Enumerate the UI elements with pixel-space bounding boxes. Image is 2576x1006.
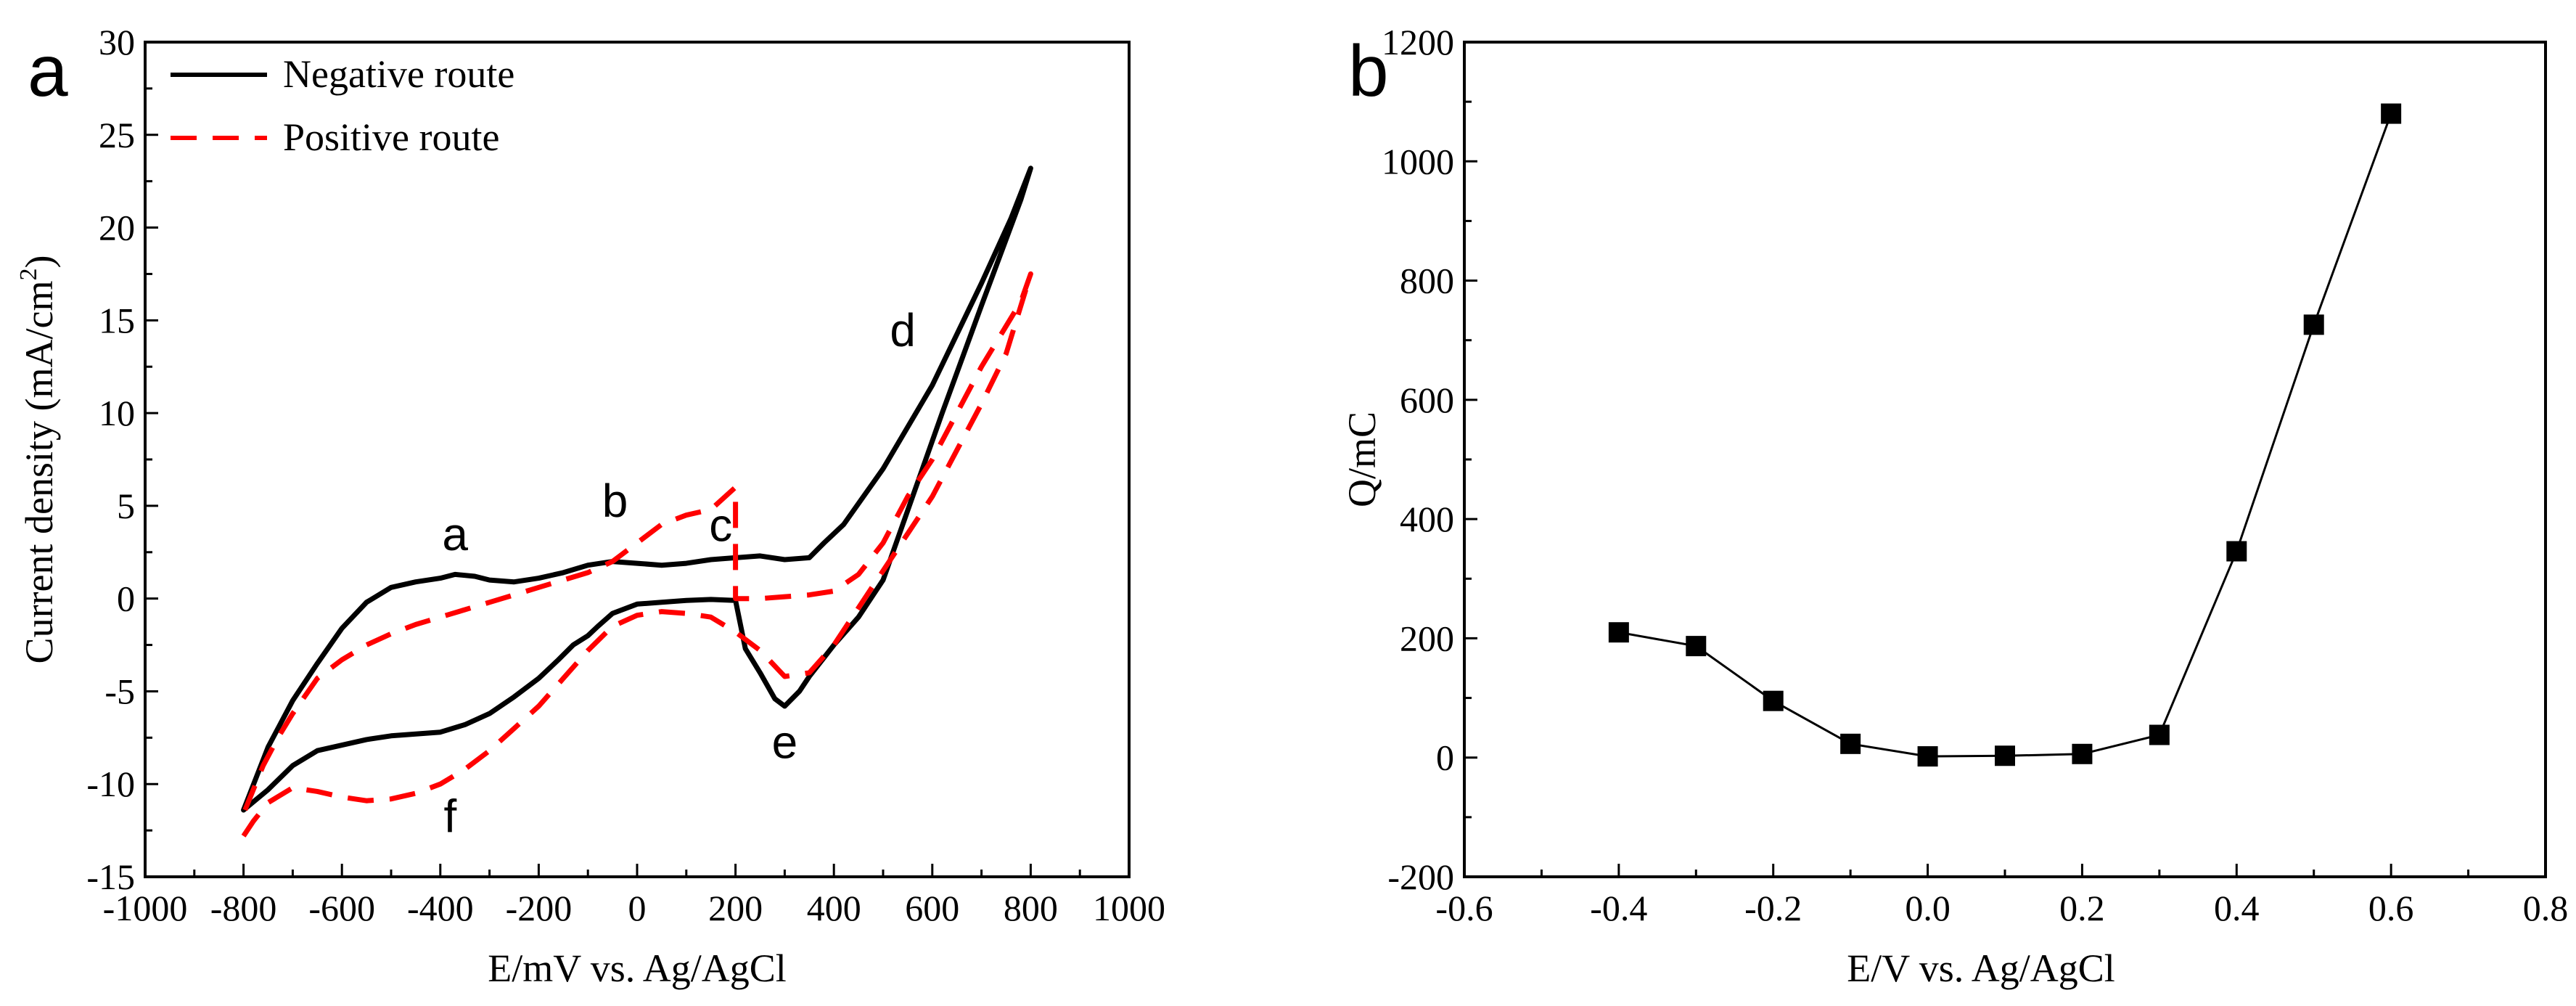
panel-b-letter: b <box>1348 30 1389 112</box>
data-point-marker <box>2303 314 2324 335</box>
data-point-marker <box>2149 724 2170 745</box>
panel-a-ticks: -1000 -800 -600 -400 -200 0 200 400 600 800 1000-1… <box>86 22 1165 928</box>
y-tick-label: 400 <box>1400 499 1454 539</box>
data-point-marker <box>1763 690 1784 711</box>
y-tick-label: 15 <box>99 300 135 340</box>
x-tick-label: 0.0 <box>1905 888 1951 928</box>
y-tick-label: 600 <box>1400 380 1454 420</box>
y-tick-label: 200 <box>1400 618 1454 658</box>
panel-a-legend: Negative route Positive route <box>171 52 514 159</box>
x-tick-label: 0.6 <box>2368 888 2414 928</box>
panel-b-y-axis-title: Q/mC <box>1340 412 1384 507</box>
x-tick-label: 0.2 <box>2059 888 2105 928</box>
panel-b-x-axis-title: E/V vs. Ag/AgCl <box>1847 946 2115 990</box>
panel-b-chart: -0.6 -0.4 -0.2 0.0 0.2 0.4 0.6 0.8 -200 0 200 400 60… <box>1340 22 2568 990</box>
y-tick-label: 30 <box>99 22 135 62</box>
y-tick-label: 0 <box>117 578 135 619</box>
panel-a-letter: a <box>28 30 68 112</box>
data-point-marker <box>2226 541 2247 562</box>
x-tick-label: -0.2 <box>1744 888 1802 928</box>
data-point-marker <box>2072 743 2093 764</box>
y-tick-label: -10 <box>86 764 135 804</box>
panel-a-y-axis-title: Current density (mA/cm2) <box>15 255 61 664</box>
y-tick-label: 0 <box>1436 737 1454 778</box>
legend-label-positive-route: Positive route <box>283 115 499 159</box>
x-tick-label: -1000 <box>103 888 188 928</box>
y-tick-label: -5 <box>104 671 135 711</box>
curve-label-a: a <box>442 508 468 560</box>
curve-label-b: b <box>602 475 628 527</box>
series-line-negative-route <box>241 165 1033 813</box>
series-line-positive-route <box>241 271 1033 838</box>
x-tick-label: 0.4 <box>2214 888 2260 928</box>
data-point-marker <box>1840 733 1861 754</box>
data-point-marker <box>1686 636 1707 657</box>
x-tick-label: -0.4 <box>1590 888 1647 928</box>
y-tick-label: 20 <box>99 208 135 248</box>
y-tick-label: 1000 <box>1382 141 1454 181</box>
data-point-marker <box>1995 745 2015 766</box>
legend-label-negative-route: Negative route <box>283 52 514 96</box>
x-tick-label: -400 <box>407 888 474 928</box>
panel-b-series <box>1608 103 2402 767</box>
data-point-marker <box>1917 746 1938 767</box>
panel-a-curves <box>241 165 1033 838</box>
x-tick-label: 600 <box>905 888 959 928</box>
panel-a-chart: -1000 -800 -600 -400 -200 0 200 400 600 800 1000-1… <box>15 22 1165 990</box>
y-tick-label: -200 <box>1387 856 1454 897</box>
y-tick-label: 800 <box>1400 261 1454 301</box>
data-point-marker <box>2381 103 2402 124</box>
x-tick-label: 0 <box>628 888 647 928</box>
panel-a-curve-labels: a b c d e f <box>442 304 916 843</box>
panel-a-x-axis-title: E/mV vs. Ag/AgCl <box>488 946 787 990</box>
x-tick-label: -600 <box>308 888 375 928</box>
y-tick-label: 25 <box>99 115 135 155</box>
data-point-marker <box>1608 622 1629 643</box>
curve-label-c: c <box>709 499 732 551</box>
panel-b-ticks: -0.6 -0.4 -0.2 0.0 0.2 0.4 0.6 0.8 -200 0 200 400 60… <box>1382 22 2568 928</box>
curve-label-d: d <box>890 304 916 356</box>
y-tick-label: 10 <box>99 393 135 433</box>
x-tick-label: -0.6 <box>1435 888 1493 928</box>
x-tick-label: 200 <box>708 888 763 928</box>
y-tick-label: -15 <box>86 856 135 897</box>
y-axis-title-end: ) <box>17 255 61 269</box>
curve-label-f: f <box>443 790 456 843</box>
y-tick-label: 5 <box>117 486 135 526</box>
y-axis-title-superscript: 2 <box>15 269 42 281</box>
x-tick-label: 0.8 <box>2523 888 2569 928</box>
y-axis-title-main: Current density (mA/cm <box>17 281 61 664</box>
y-tick-label: 1200 <box>1382 22 1454 62</box>
x-tick-label: 400 <box>807 888 861 928</box>
x-tick-label: 1000 <box>1093 888 1165 928</box>
x-tick-label: -800 <box>210 888 277 928</box>
x-tick-label: 800 <box>1004 888 1058 928</box>
curve-label-e: e <box>772 716 798 768</box>
x-tick-label: -200 <box>506 888 573 928</box>
